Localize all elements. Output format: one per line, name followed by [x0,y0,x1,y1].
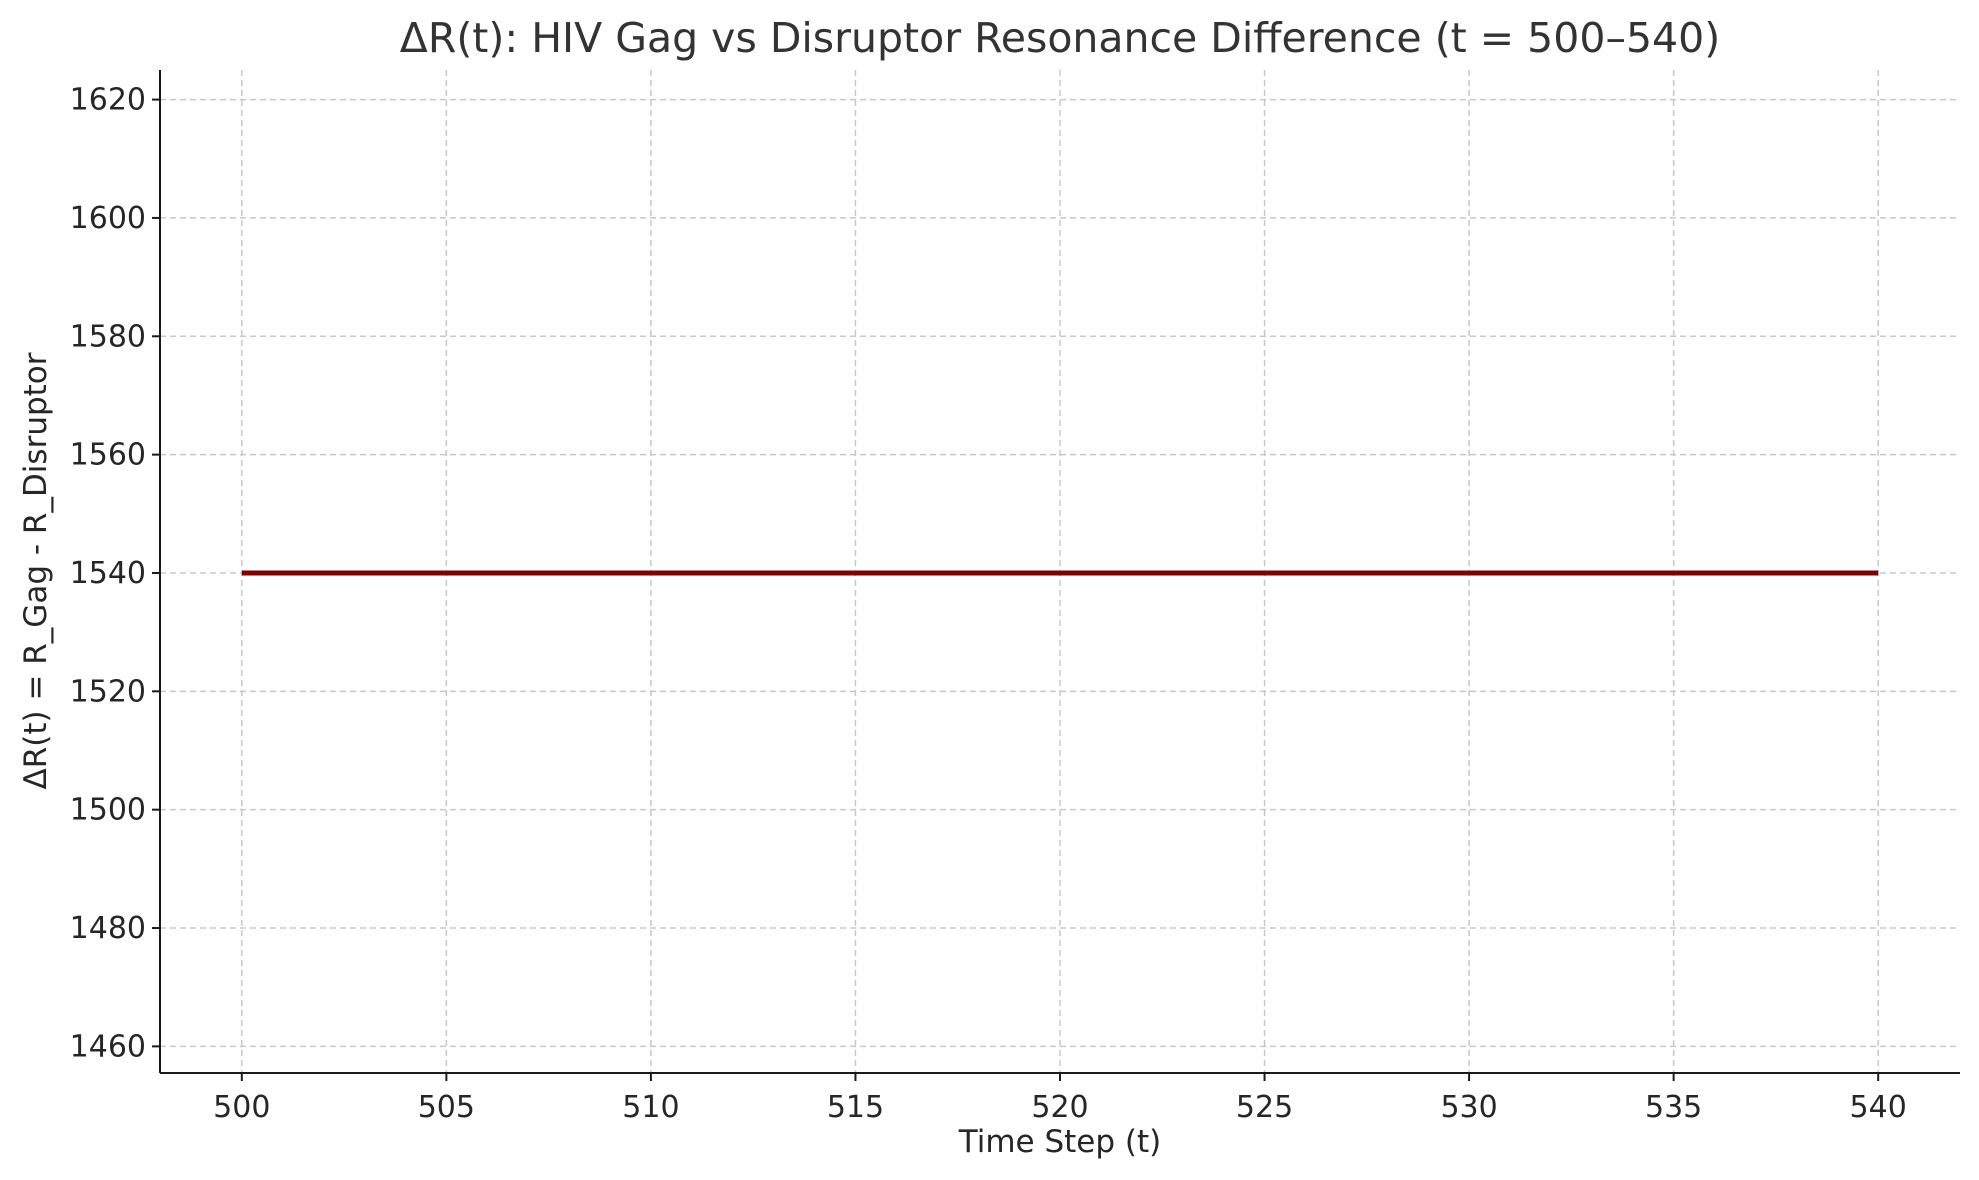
x-tick-label: 505 [418,1090,475,1125]
y-tick-label: 1560 [70,438,146,473]
x-tick-label: 500 [213,1090,270,1125]
x-tick-label: 535 [1645,1090,1702,1125]
x-axis-label: Time Step (t) [958,1124,1162,1160]
y-tick-label: 1480 [70,911,146,946]
ticks: 500 505 510 515 520 525 530 535 540 1460 1480 1500 1… [70,83,1907,1125]
x-tick-label: 525 [1236,1090,1293,1125]
x-tick-label: 510 [622,1090,679,1125]
x-tick-label: 530 [1440,1090,1497,1125]
x-tick-label: 540 [1850,1090,1907,1125]
chart-title: ΔR(t): HIV Gag vs Disruptor Resonance Di… [400,14,1720,62]
y-tick-label: 1520 [70,674,146,709]
y-tick-label: 1540 [70,556,146,591]
y-tick-label: 1620 [70,83,146,118]
x-tick-label: 520 [1031,1090,1088,1125]
y-tick-label: 1600 [70,201,146,236]
y-tick-label: 1580 [70,319,146,354]
y-tick-label: 1500 [70,793,146,828]
y-axis-label: ΔR(t) = R_Gag - R_Disruptor [18,352,54,789]
x-tick-label: 515 [827,1090,884,1125]
y-tick-label: 1460 [70,1029,146,1064]
